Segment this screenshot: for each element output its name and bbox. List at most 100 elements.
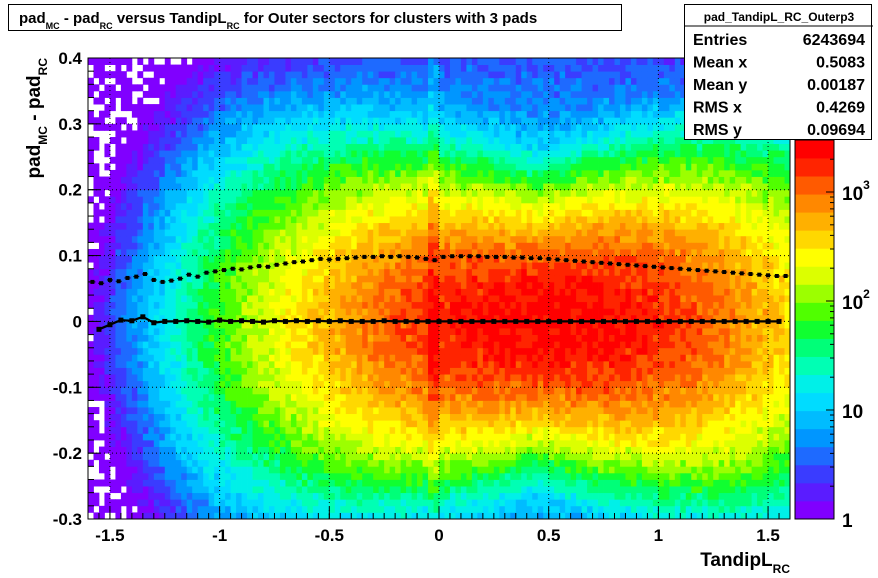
heatmap-cell <box>252 268 259 276</box>
heatmap-cell <box>290 400 297 408</box>
heatmap-cell <box>93 176 100 184</box>
heatmap-cell <box>115 360 122 368</box>
heatmap-cell <box>247 156 253 164</box>
heatmap-cell <box>88 439 94 447</box>
heatmap-cell <box>351 354 358 362</box>
heatmap-cell <box>460 156 467 164</box>
heatmap-cell <box>203 367 210 375</box>
heatmap-cell <box>208 281 215 289</box>
heatmap-cell <box>192 492 199 500</box>
heatmap-cell <box>153 314 160 322</box>
heatmap-cell <box>439 328 445 335</box>
heatmap-cell <box>323 64 330 72</box>
heatmap-cell <box>329 196 336 204</box>
heatmap-cell <box>203 84 210 92</box>
heatmap-cell <box>340 84 347 92</box>
heatmap-cell <box>477 328 484 335</box>
heatmap-cell <box>334 222 341 230</box>
heatmap-cell <box>88 459 94 467</box>
heatmap-cell <box>378 512 385 520</box>
heatmap-cell <box>417 472 423 480</box>
heatmap-cell <box>285 275 292 283</box>
heatmap-cell <box>323 189 330 197</box>
heatmap-cell <box>268 58 275 65</box>
heatmap-cell <box>455 77 462 85</box>
heatmap-cell <box>263 248 270 256</box>
heatmap-cell <box>181 328 188 335</box>
heatmap-cell <box>389 202 396 210</box>
heatmap-cell <box>142 209 149 217</box>
heatmap-cell <box>214 242 221 250</box>
heatmap-cell <box>296 288 303 296</box>
heatmap-cell <box>351 143 358 151</box>
heatmap-cell <box>225 321 231 329</box>
heatmap-cell <box>170 400 177 408</box>
heatmap-cell <box>164 380 171 388</box>
heatmap-cell <box>406 183 412 191</box>
heatmap-cell <box>225 334 231 342</box>
heatmap-cell <box>186 466 193 474</box>
heatmap-cell <box>406 104 412 112</box>
heatmap-cell <box>219 235 226 243</box>
heatmap-cell <box>137 268 144 276</box>
heatmap-cell <box>153 242 160 250</box>
heatmap-cell <box>439 453 445 461</box>
heatmap-cell <box>439 387 445 395</box>
heatmap-cell <box>290 176 297 184</box>
heatmap-cell <box>296 262 303 270</box>
heatmap-cell <box>137 275 144 283</box>
heatmap-cell <box>301 466 308 474</box>
heatmap-cell <box>417 156 423 164</box>
heatmap-cell <box>477 354 484 362</box>
heatmap-cell <box>307 334 314 342</box>
heatmap-cell <box>285 486 292 494</box>
heatmap-cell <box>296 433 303 441</box>
heatmap-cell <box>274 328 281 335</box>
heatmap-cell <box>340 97 347 105</box>
heatmap-cell <box>340 453 347 461</box>
heatmap-cell <box>422 123 429 131</box>
heatmap-cell <box>395 196 402 204</box>
heatmap-cell <box>384 295 391 303</box>
heatmap-cell <box>417 235 423 243</box>
heatmap-cell <box>263 453 270 461</box>
heatmap-cell <box>340 189 347 197</box>
heatmap-cell <box>137 242 144 250</box>
heatmap-cell <box>466 281 473 289</box>
heatmap-cell <box>460 393 467 401</box>
heatmap-cell <box>389 374 396 382</box>
heatmap-cell <box>449 486 456 494</box>
heatmap-cell <box>422 248 429 256</box>
heatmap-cell <box>186 479 193 487</box>
heatmap-cell <box>214 328 221 335</box>
heatmap-cell <box>466 137 473 145</box>
heatmap-cell <box>471 400 478 408</box>
heatmap-cell <box>433 110 440 118</box>
heatmap-cell <box>340 472 347 480</box>
heatmap-cell <box>422 71 429 79</box>
heatmap-cell <box>351 459 358 467</box>
heatmap-cell <box>477 143 484 151</box>
heatmap-cell <box>395 156 402 164</box>
heatmap-cell <box>192 439 199 447</box>
heatmap-cell <box>455 242 462 250</box>
heatmap-cell <box>466 288 473 296</box>
heatmap-cell <box>252 466 259 474</box>
heatmap-cell <box>186 268 193 276</box>
heatmap-cell <box>208 433 215 441</box>
heatmap-cell <box>345 222 352 230</box>
heatmap-cell <box>219 183 226 191</box>
heatmap-cell <box>351 486 358 494</box>
heatmap-cell <box>137 512 144 520</box>
heatmap-cell <box>164 400 171 408</box>
heatmap-cell <box>318 367 325 375</box>
heatmap-cell <box>301 301 308 309</box>
heatmap-cell <box>449 400 456 408</box>
heatmap-cell <box>389 137 396 145</box>
heatmap-cell <box>214 71 221 79</box>
heatmap-cell <box>444 77 451 85</box>
heatmap-cell <box>236 169 242 177</box>
heatmap-cell <box>455 328 462 335</box>
heatmap-cell <box>98 196 105 204</box>
heatmap-cell <box>258 479 264 487</box>
